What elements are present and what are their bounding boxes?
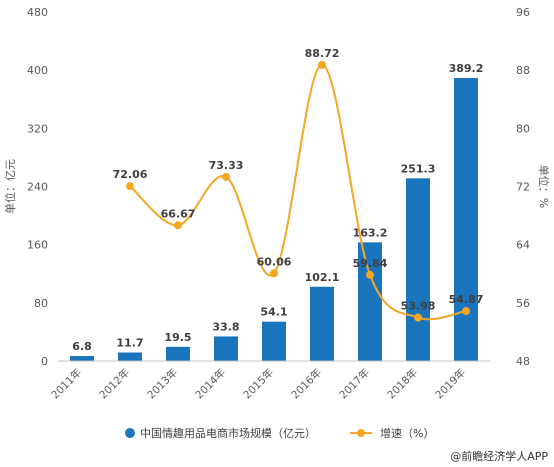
bar-value-label: 389.2 (449, 62, 484, 75)
bar-value-label: 11.7 (116, 336, 143, 349)
y2-axis-title: 单位：% (537, 165, 551, 208)
legend: 中国情趣用品电商市场规模（亿元） 增速（%） (125, 426, 434, 440)
bar-value-label: 54.1 (260, 306, 287, 319)
bar-value-label: 102.1 (305, 271, 340, 284)
y2-tick-label: 88 (516, 64, 530, 77)
legend-line-dot (357, 429, 365, 437)
growth-point (318, 60, 326, 69)
y2-tick-label: 96 (516, 6, 530, 19)
axis-titles: 单位：亿元 单位：% (3, 159, 551, 214)
growth-value-label: 53.98 (401, 300, 436, 313)
bar (118, 352, 142, 361)
bar-value-label: 163.2 (353, 226, 388, 239)
bar (358, 242, 382, 361)
bar (214, 336, 238, 361)
x-axis: 2011年 2012年 2013年 2014年 2015年 2016年 2017年 2018年… (49, 360, 490, 402)
bar (262, 321, 286, 361)
bar-value-label: 6.8 (72, 340, 92, 353)
bar (166, 346, 190, 361)
x-tick-label: 2013年 (145, 366, 181, 402)
y-tick-label: 0 (41, 355, 48, 368)
y-tick-label: 400 (27, 64, 48, 77)
x-tick-label: 2017年 (337, 366, 373, 402)
x-tick-label: 2012年 (97, 366, 133, 402)
y-tick-label: 480 (27, 6, 48, 19)
growth-value-label: 72.06 (113, 168, 148, 181)
growth-point (126, 182, 134, 191)
bar (310, 286, 334, 361)
x-tick-label: 2015年 (241, 366, 277, 402)
growth-point (414, 313, 422, 322)
bar-value-label: 19.5 (164, 331, 191, 344)
growth-line (129, 63, 467, 321)
growth-value-label: 73.33 (209, 159, 244, 172)
y2-tick-label: 56 (516, 297, 530, 310)
x-tick-label: 2014年 (193, 366, 229, 402)
x-tick-label: 2018年 (385, 366, 421, 402)
y-tick-label: 320 (27, 122, 48, 135)
y2-tick-label: 48 (516, 355, 530, 368)
growth-point (270, 269, 278, 278)
bar (70, 356, 94, 361)
legend-bar-label: 中国情趣用品电商市场规模（亿元） (140, 426, 316, 440)
source-label: @前瞻经济学人APP (450, 449, 548, 463)
bar-data-labels: 6.8 11.7 19.5 33.8 54.1 102.1 163.2 251.3 389.2 (72, 62, 483, 353)
legend-line-label: 增速（%） (380, 426, 434, 440)
y-tick-label: 240 (27, 181, 48, 194)
y2-tick-label: 80 (516, 122, 530, 135)
x-tick-label: 2011年 (49, 366, 85, 402)
bar (454, 78, 478, 361)
bar-value-label: 251.3 (401, 162, 436, 175)
bar-value-label: 33.8 (212, 320, 239, 333)
y-tick-label: 160 (27, 239, 48, 252)
left-axis: 0 80 160 240 320 400 480 (27, 6, 48, 368)
y-tick-label: 80 (34, 297, 48, 310)
right-axis: 48 56 64 72 80 88 96 (516, 6, 530, 368)
bar (406, 178, 430, 361)
y-axis-title: 单位：亿元 (3, 159, 17, 214)
growth-value-label: 88.72 (305, 47, 340, 60)
y2-tick-label: 64 (516, 239, 530, 252)
x-tick-label: 2016年 (289, 366, 325, 402)
line-series (126, 60, 470, 322)
legend-bar-marker (125, 428, 135, 438)
growth-value-label: 54.87 (449, 293, 484, 306)
y2-tick-label: 72 (516, 181, 530, 194)
growth-value-label: 59.84 (353, 257, 388, 270)
x-tick-label: 2019年 (433, 366, 469, 402)
growth-point (222, 172, 230, 181)
growth-value-label: 66.67 (161, 207, 196, 220)
growth-point (366, 270, 374, 279)
growth-value-label: 60.06 (257, 255, 292, 268)
line-data-labels: 72.06 66.67 73.33 60.06 88.72 59.84 53.98 54.87 (113, 47, 484, 313)
growth-point (174, 221, 182, 230)
growth-point (462, 307, 470, 316)
